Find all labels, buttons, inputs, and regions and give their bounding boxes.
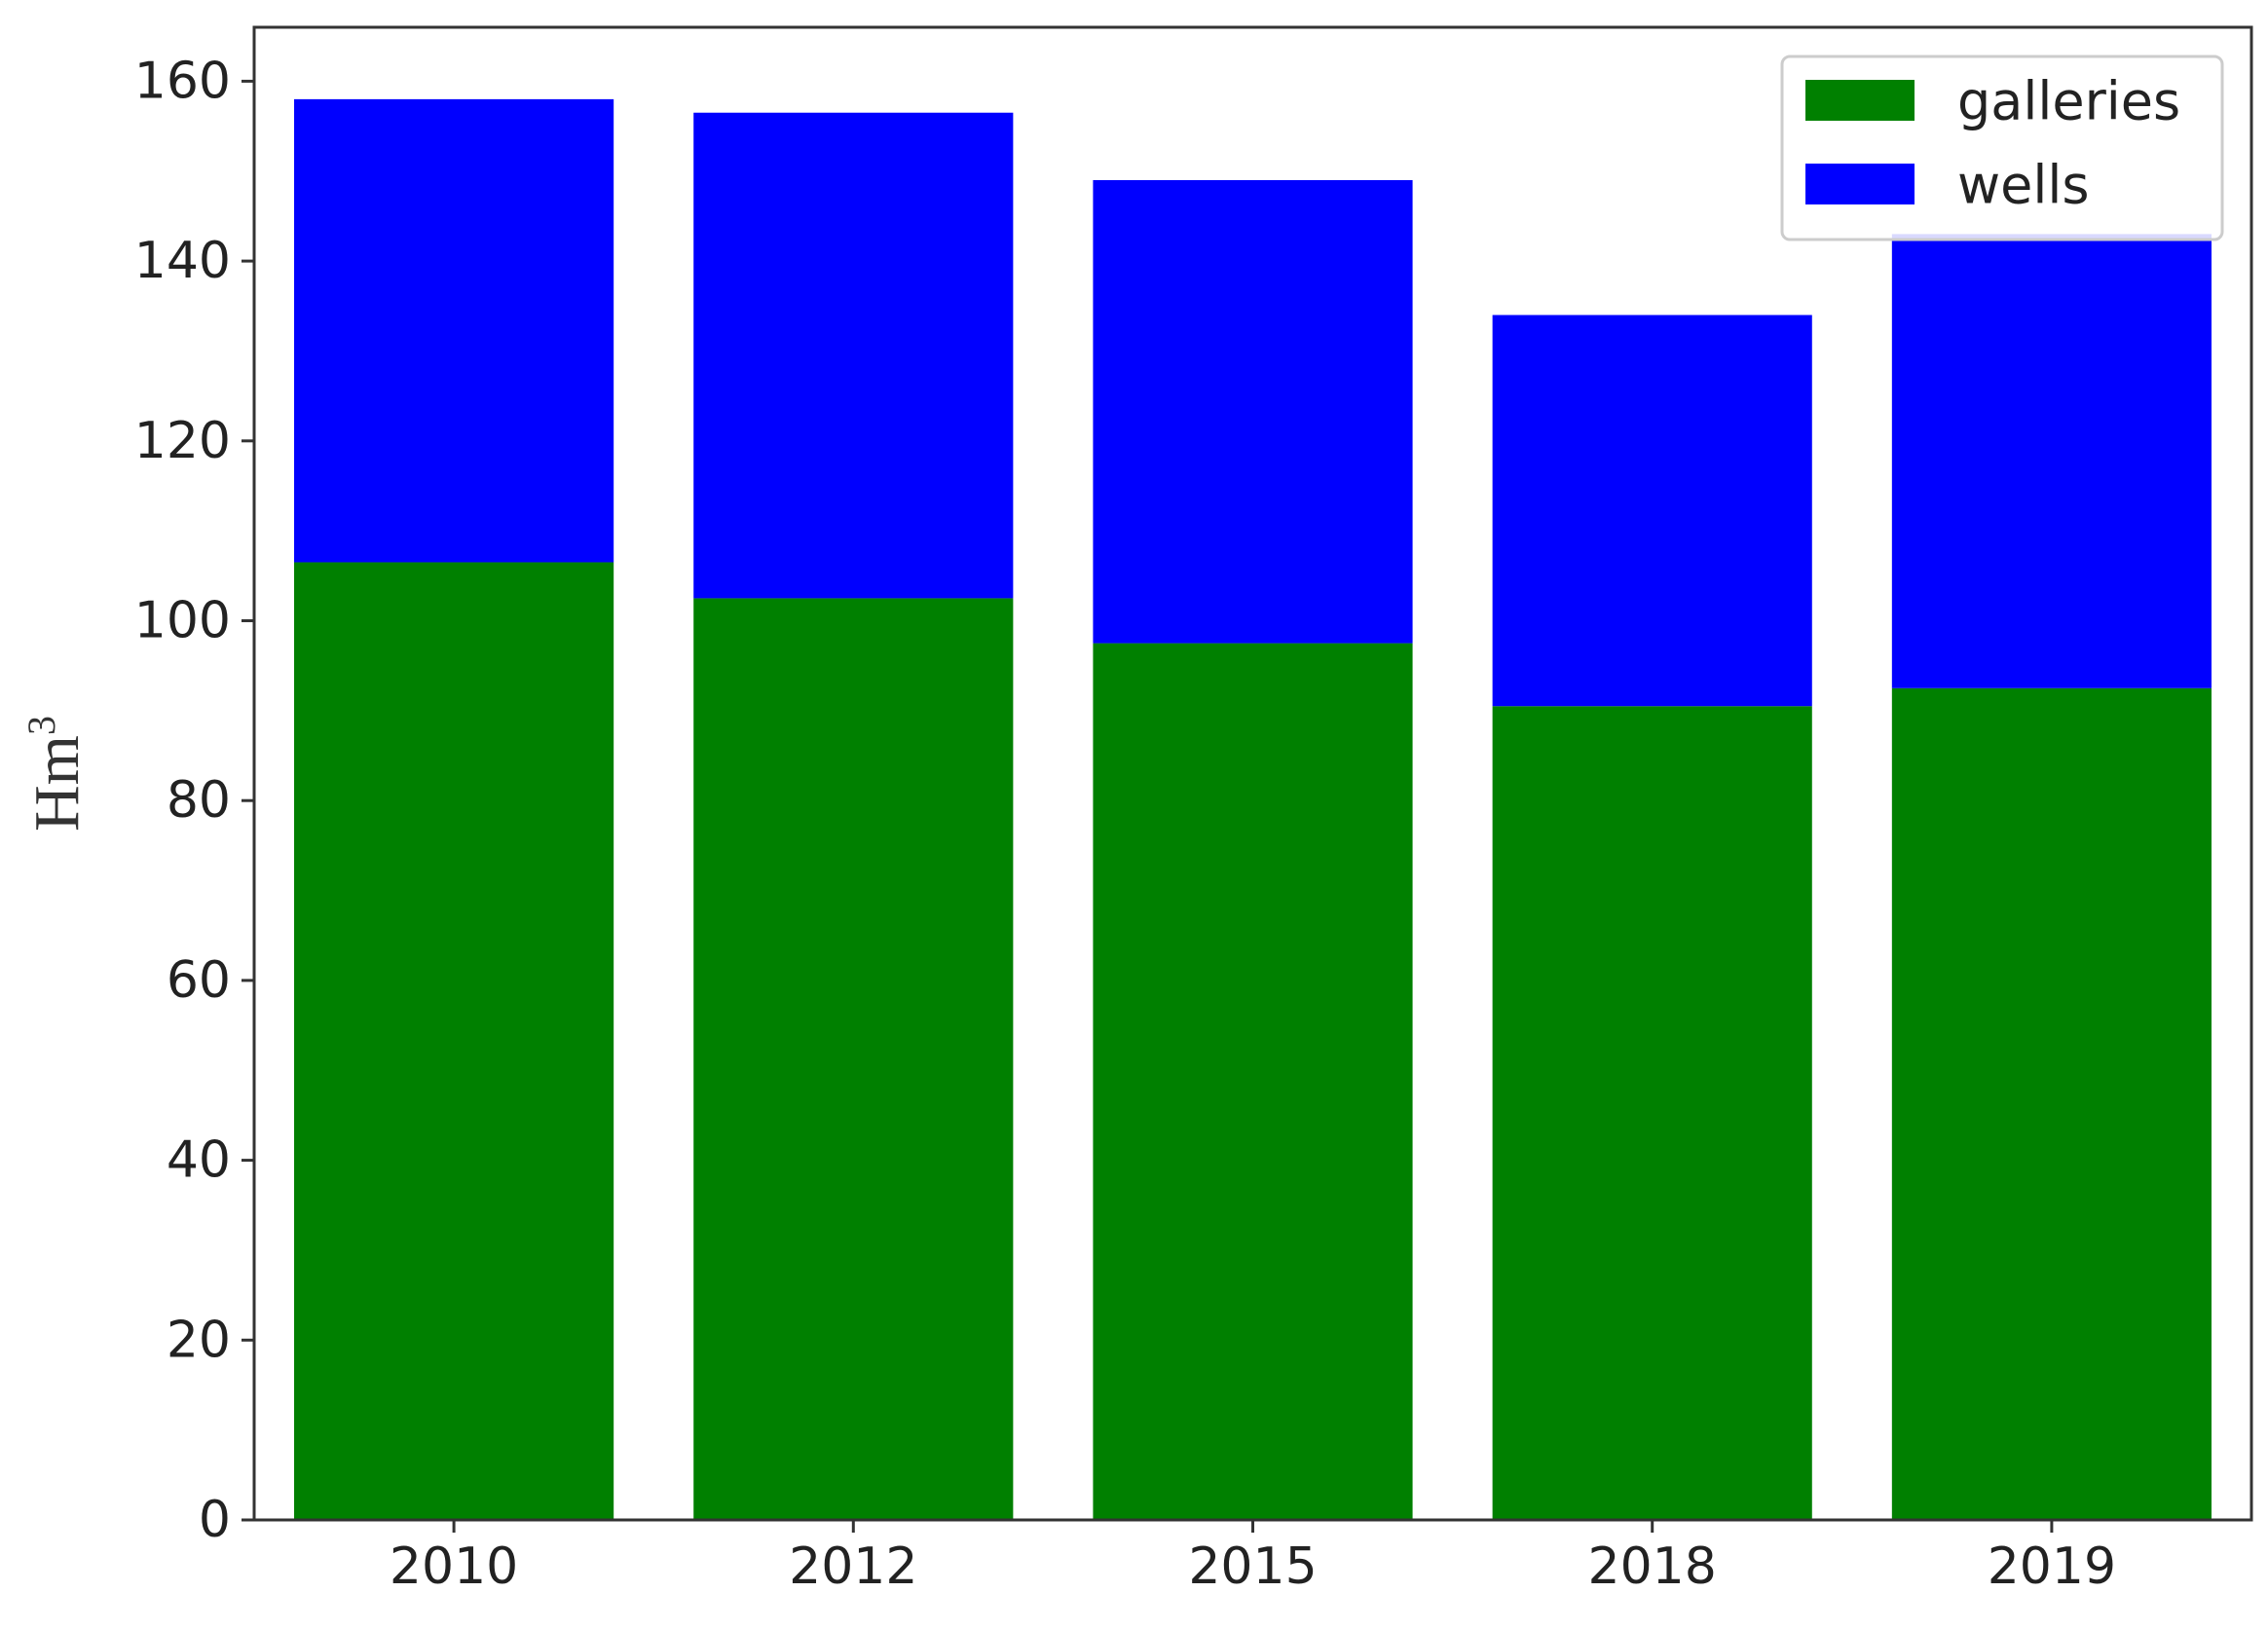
x-tick-label: 2012 [789,1537,917,1596]
y-tick-label: 100 [134,592,231,650]
bar-wells-2012 [693,112,1014,599]
y-tick-label: 140 [134,232,231,290]
y-axis-label-text: Hm [21,735,93,832]
legend-swatch-wells [1805,164,1915,204]
legend-swatch-galleries [1805,80,1915,121]
bars-group [294,98,2212,1520]
bar-wells-2010 [294,98,614,563]
bar-galleries-2015 [1093,643,1413,1520]
x-tick-label: 2010 [390,1537,518,1596]
y-tick-label: 80 [167,771,231,830]
y-axis: 0 20 40 60 80 100 120 140 160 [134,52,254,1549]
legend: galleries wells [1780,55,2224,241]
legend-label-wells: wells [1957,155,2090,216]
y-tick-label: 120 [134,412,231,470]
legend-label-galleries: galleries [1957,71,2180,132]
bar-wells-2019 [1891,234,2212,688]
bar-galleries-2010 [294,562,614,1520]
y-tick-label: 160 [134,52,231,110]
x-tick-label: 2019 [1988,1537,2116,1596]
y-tick-label: 60 [167,951,231,1010]
x-axis: 2010 2012 2015 2018 2019 [390,1520,2116,1596]
y-tick-label: 0 [199,1491,231,1549]
y-axis-label-superscript: 3 [19,716,63,735]
y-axis-label: Hm3 [19,716,93,832]
bar-galleries-2018 [1492,706,1812,1520]
x-tick-label: 2018 [1588,1537,1717,1596]
y-tick-label: 20 [167,1311,231,1369]
bar-wells-2015 [1093,179,1413,644]
y-tick-label: 40 [167,1131,231,1190]
bar-galleries-2012 [693,598,1014,1520]
bar-galleries-2019 [1891,687,2212,1520]
bar-wells-2018 [1492,315,1812,707]
x-tick-label: 2015 [1188,1537,1317,1596]
